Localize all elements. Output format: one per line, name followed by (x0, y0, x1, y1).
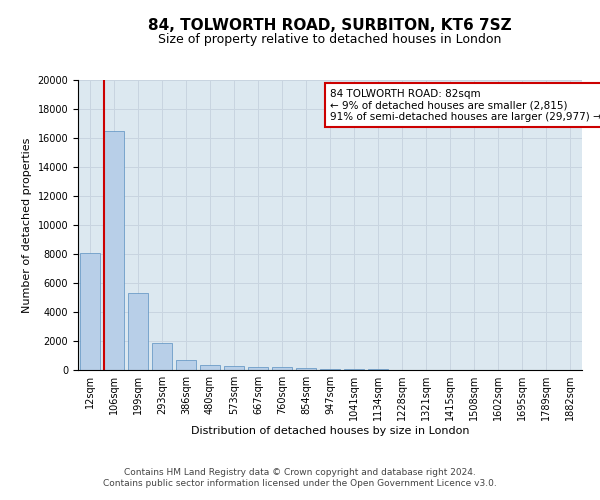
Bar (152, 343, 172, 370)
Bar (128, 293, 148, 370)
Bar (224, 366, 244, 370)
Bar (272, 367, 292, 370)
Bar (296, 368, 316, 370)
Y-axis label: Number of detached properties: Number of detached properties (22, 138, 32, 312)
Text: Size of property relative to detached houses in London: Size of property relative to detached ho… (158, 32, 502, 46)
Bar (200, 365, 220, 370)
Bar (248, 367, 268, 370)
X-axis label: Distribution of detached houses by size in London: Distribution of detached houses by size … (191, 426, 469, 436)
Text: Contains HM Land Registry data © Crown copyright and database right 2024.
Contai: Contains HM Land Registry data © Crown c… (103, 468, 497, 487)
Bar (80, 252, 100, 370)
Text: 84 TOLWORTH ROAD: 82sqm
← 9% of detached houses are smaller (2,815)
91% of semi-: 84 TOLWORTH ROAD: 82sqm ← 9% of detached… (330, 88, 600, 122)
Bar (176, 360, 196, 370)
Text: 84, TOLWORTH ROAD, SURBITON, KT6 7SZ: 84, TOLWORTH ROAD, SURBITON, KT6 7SZ (148, 18, 512, 32)
Bar (320, 369, 340, 370)
Bar (104, 130, 124, 370)
Bar (344, 369, 364, 370)
